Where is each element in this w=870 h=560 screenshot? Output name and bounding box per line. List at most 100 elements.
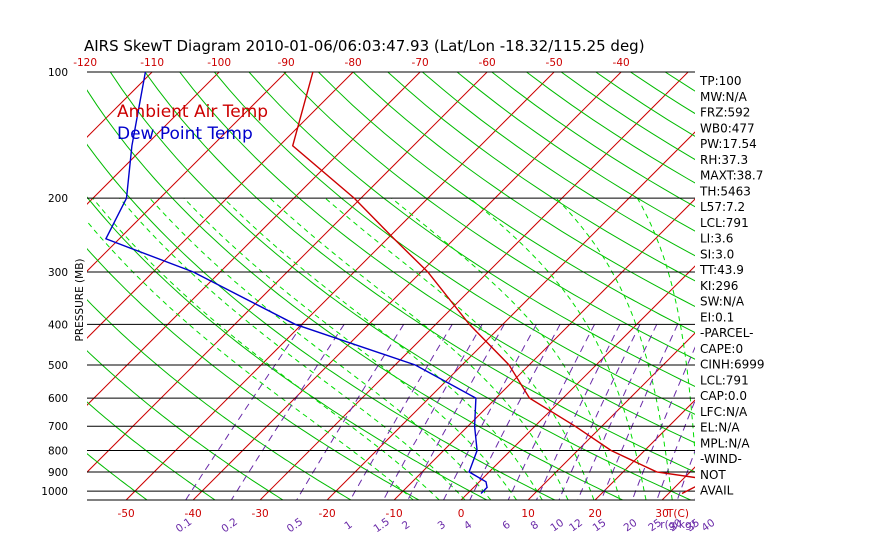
dry-adiabat-line (87, 89, 623, 500)
mixing-ratio-line (600, 324, 679, 500)
bottom-temp-tick-label: -30 (252, 508, 269, 520)
sounding-profiles (104, 72, 695, 495)
pressure-tick-label: 600 (48, 393, 68, 405)
dry-adiabat-line (109, 72, 691, 500)
mixing-ratio-tick-label: 6 (500, 519, 513, 533)
side-panel-entry: LCL:791 (700, 216, 749, 230)
moist-adiabat-line (149, 197, 492, 500)
side-panel-entry: SI:3.0 (700, 247, 734, 261)
bottom-temp-tick-label: -20 (319, 508, 336, 520)
pressure-tick-label: 400 (48, 319, 68, 331)
dry-adiabat-line (352, 72, 695, 308)
side-panel-entry: RH:37.3 (700, 153, 748, 167)
side-panel-entry: KI:296 (700, 279, 738, 293)
moist-adiabat-line (92, 197, 440, 500)
dry-adiabat-line (87, 453, 148, 500)
side-panel-entry: MW:N/A (700, 90, 748, 104)
side-panel-entry: LFC:N/A (700, 405, 748, 419)
mixing-ratio-line (407, 324, 505, 500)
mixing-ratio-tick-label: 10 (548, 517, 566, 535)
dry-adiabat-line (179, 72, 695, 444)
y-axis-label: PRESSURE (MB) (74, 258, 86, 341)
bottom-temp-unit: T(C) (666, 508, 689, 520)
side-panel-entry: WB0:477 (700, 121, 755, 135)
mixing-ratio-line (443, 324, 537, 500)
moist-adiabat-line (119, 197, 466, 500)
mixing-ratio-line (507, 324, 596, 500)
dry-adiabat-line (87, 143, 556, 500)
bottom-temp-tick-label: -40 (185, 508, 202, 520)
bottom-temp-tick-label: 10 (521, 508, 534, 520)
side-panel-entry: LI:3.6 (700, 232, 733, 246)
pressure-tick-label: 300 (48, 267, 68, 279)
isotherm-line (0, 72, 18, 500)
moist-adiabat-line (555, 197, 673, 500)
pressure-tick-label: 800 (48, 446, 68, 458)
top-temp-tick-label: -80 (345, 57, 362, 69)
dry-adiabat-line (87, 401, 216, 500)
dry-adiabat-line (422, 72, 695, 257)
isotherm-line (87, 72, 488, 473)
mixing-ratio-tick-label: 20 (622, 517, 640, 535)
top-temp-tick-label: -120 (73, 57, 97, 69)
top-temp-tick-label: -110 (140, 57, 164, 69)
mixing-ratio-line (382, 324, 483, 500)
pressure-tick-label: 100 (48, 67, 68, 79)
mixing-ratio-tick-label: 2 (400, 519, 412, 533)
moist-adiabat-line (223, 197, 543, 500)
bottom-temp-tick-label: -50 (118, 508, 135, 520)
side-panel-entry: EL:N/A (700, 421, 740, 435)
isotherm-line (87, 72, 287, 272)
legend-ambient-air-temp: Ambient Air Temp (117, 102, 268, 122)
moist-adiabat-line (324, 197, 595, 500)
mixing-ratio-tick-label: 0.2 (219, 516, 240, 535)
dry-adiabat-line (387, 72, 695, 282)
pressure-tick-label: 900 (48, 467, 68, 479)
top-temp-tick-label: -40 (613, 57, 630, 69)
isobars (87, 71, 695, 501)
side-panel-entry: AVAIL (700, 484, 734, 498)
top-temp-tick-label: -70 (412, 57, 429, 69)
top-temp-tick-label: -90 (278, 57, 295, 69)
pressure-tick-label: 700 (48, 421, 68, 433)
side-panel-entry: CAP:0.0 (700, 389, 747, 403)
isotherm-line (527, 332, 695, 500)
mixing-ratio-line (577, 324, 658, 500)
background-lines (0, 72, 870, 500)
legend-dew-point-temp: Dew Point Temp (117, 124, 253, 144)
mixing-ratio-tick-label: 12 (567, 517, 585, 535)
side-panel-entry: -PARCEL- (700, 326, 754, 340)
dry-adiabat-line (283, 72, 695, 360)
mixing-ratio-tick-label: 0.5 (285, 516, 306, 535)
mixing-ratio-line (230, 324, 345, 500)
pressure-tick-label: 1000 (41, 486, 68, 498)
pressure-tick-label: 500 (48, 360, 68, 372)
mixing-ratio-tick-label: 3 (436, 519, 448, 533)
dry-adiabat-line (87, 350, 284, 500)
mixing-ratio-tick-label: 8 (529, 519, 541, 533)
top-temp-tick-label: -50 (546, 57, 563, 69)
dry-adiabat-line (144, 72, 695, 473)
side-panel-entry: PW:17.54 (700, 137, 757, 151)
isotherm-line (259, 72, 689, 500)
dry-adiabat-line (248, 72, 695, 388)
moist-adiabat-line (636, 197, 695, 460)
bottom-temp-tick-label: 20 (588, 508, 601, 520)
isotherm-line (796, 72, 870, 500)
side-panel-entry: TH:5463 (699, 184, 751, 198)
side-panel-entry: MPL:N/A (700, 436, 750, 450)
side-panel-entry: L57:7.2 (700, 200, 745, 214)
mixing-ratio-line (656, 399, 695, 500)
side-panel-entry: LCL:791 (700, 373, 749, 387)
bottom-temp-tick-label: 0 (458, 508, 465, 520)
moist-adiabat-line (469, 197, 647, 500)
moist-adiabat-line (183, 197, 517, 500)
side-panel-entry: EI:0.1 (700, 310, 734, 324)
side-panel-entry: TT:43.9 (699, 263, 744, 277)
side-panel-entry: CINH:6999 (700, 358, 765, 372)
dry-adiabat-line (526, 72, 695, 184)
side-panel-entry: FRZ:592 (700, 106, 750, 120)
isotherm-line (125, 72, 555, 500)
